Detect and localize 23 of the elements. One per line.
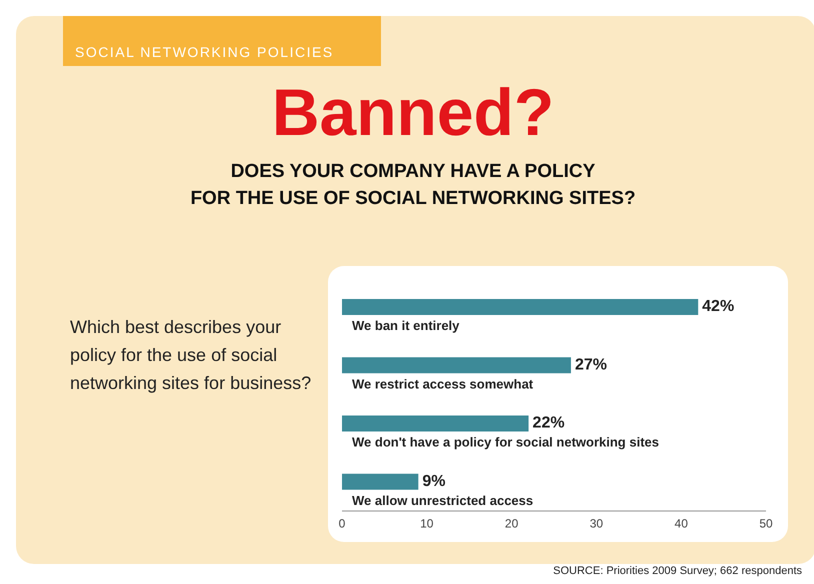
text: Which best describes your policy for the use of social networking sites for business?	[70, 316, 312, 395]
x-tick-label: 50	[759, 516, 773, 531]
x-tick-label: 20	[504, 516, 519, 531]
chart-title: Banned?	[270, 75, 556, 149]
y-tick-label: We ban it entirely	[352, 318, 460, 333]
chart-subtitle: DOES YOUR COMPANY HAVE A POLICY FOR THE USE OF SOCIAL NETWORKING SITES?	[189, 160, 637, 211]
y-tick-label: We restrict access somewhat	[352, 376, 534, 392]
y-tick-label: We allow unrestricted access	[352, 492, 534, 508]
source-note: SOURCE: Priorities 2009 Survey; 662 respondents	[553, 565, 802, 577]
x-tick-label: 30	[590, 516, 604, 531]
x-tick-label: 10	[420, 516, 434, 531]
bar	[342, 416, 529, 432]
text: SOCIAL NETWORKING POLICIES	[63, 16, 381, 66]
data-label: 42%	[702, 298, 734, 315]
bar	[342, 474, 418, 490]
data-label: 27%	[574, 356, 607, 374]
x-tick-label: 40	[674, 516, 688, 531]
bar	[342, 357, 571, 374]
data-label: 9%	[422, 472, 446, 490]
data-label: 22%	[532, 414, 565, 432]
y-tick-label: We don't have a policy for social networking sites	[352, 434, 659, 450]
bar	[342, 299, 698, 315]
x-tick-label: 0	[338, 516, 346, 531]
